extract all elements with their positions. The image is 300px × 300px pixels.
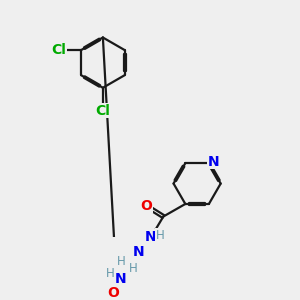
Text: O: O <box>140 199 152 212</box>
Text: N: N <box>132 245 144 259</box>
Text: H: H <box>129 262 138 275</box>
Text: H: H <box>156 229 165 242</box>
Text: N: N <box>145 230 157 244</box>
Text: N: N <box>114 272 126 286</box>
Text: Cl: Cl <box>52 43 67 57</box>
Text: H: H <box>117 255 125 268</box>
Text: Cl: Cl <box>95 103 110 118</box>
Text: N: N <box>208 154 219 169</box>
Text: H: H <box>106 267 115 280</box>
Text: O: O <box>107 286 119 300</box>
